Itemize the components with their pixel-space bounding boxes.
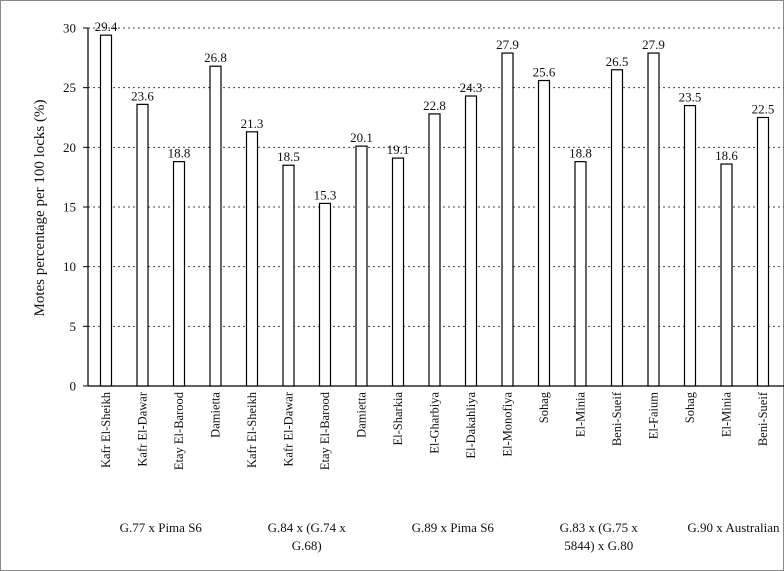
bar-value-label: 19.1 [387,142,410,157]
group-label: G.68) [292,538,322,553]
bar [466,96,477,386]
bar-value-label: 18.5 [277,149,300,164]
group-label: G.89 x Pima S6 [412,520,495,535]
bar-value-label: 27.9 [642,37,665,52]
bar [575,162,586,386]
y-axis-label: Motes percentage per 100 locks (%) [32,99,48,316]
bar [393,158,404,386]
category-label: Damietta [355,392,369,438]
bar [612,70,623,386]
category-label: El-Faium [647,392,661,439]
bar-value-label: 21.3 [241,116,264,131]
bar-value-label: 18.6 [715,148,738,163]
category-label: Kafr El-Dawar [282,391,296,466]
y-tick-label: 30 [63,21,76,36]
group-label: G.83 x (G.75 x [560,520,639,535]
bar [210,66,221,386]
bar-value-label: 25.6 [533,65,556,80]
bar [174,162,185,386]
bar [685,106,696,386]
category-label: El-Minia [574,392,588,438]
bar [101,35,112,386]
group-label: 5844) x G.80 [564,538,633,553]
category-label: Kafr El-Dawar [136,391,150,466]
category-label: Sohag [683,391,697,423]
category-label: El-Dakahliya [464,392,478,459]
category-label: Kafr El-Sheikh [245,391,259,468]
category-label: Etay El-Barood [318,391,332,470]
bar-value-label: 22.5 [752,102,775,117]
bar [137,104,148,386]
category-label: Kafr El-Sheikh [99,391,113,468]
category-label: Beni-Sueif [610,391,624,446]
bar [320,203,331,386]
bar-value-label: 29.4 [95,19,118,34]
y-tick-label: 25 [63,80,76,95]
y-tick-label: 5 [70,319,77,334]
group-label: G.77 x Pima S6 [120,520,203,535]
bar [429,114,440,386]
bar [539,81,550,386]
bar [247,132,258,386]
bar-value-label: 26.8 [204,50,227,65]
bar-value-label: 22.8 [423,98,446,113]
bar [502,53,513,386]
category-label: El-Minia [720,392,734,438]
category-label: Damietta [209,392,223,438]
bar-value-label: 18.8 [569,146,592,161]
bar-value-label: 26.5 [606,54,629,69]
y-tick-label: 10 [63,259,76,274]
group-label: G.90 x Australian [687,520,780,535]
bar [758,118,769,387]
category-label: El-Gharbiya [428,392,442,454]
bar-value-label: 27.9 [496,37,519,52]
bar-value-label: 24.3 [460,80,483,95]
bar-value-label: 23.5 [679,90,702,105]
category-label: Etay El-Barood [172,391,186,470]
bar-value-label: 23.6 [131,88,154,103]
bar-value-label: 20.1 [350,130,373,145]
category-label: El-Sharkia [391,392,405,446]
group-label: G.84 x (G.74 x [268,520,347,535]
category-label: El-Monofiya [501,392,515,457]
bar-value-label: 15.3 [314,187,337,202]
y-tick-label: 15 [63,200,76,215]
y-tick-label: 0 [70,379,77,394]
bar-value-label: 18.8 [168,146,191,161]
bar [721,164,732,386]
bar [283,165,294,386]
bar [648,53,659,386]
y-tick-label: 20 [63,140,76,155]
category-label: Sohag [537,391,551,423]
bar [356,146,367,386]
category-label: Beni-Sueif [756,391,770,446]
